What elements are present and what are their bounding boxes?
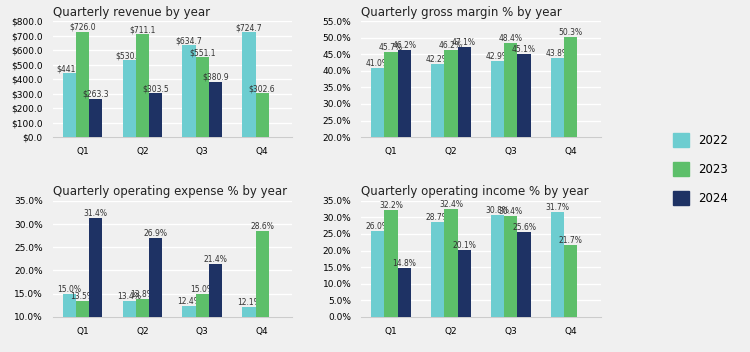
Bar [458, 47, 471, 203]
Text: 20.1%: 20.1% [452, 241, 476, 250]
Text: $263.3: $263.3 [82, 90, 109, 99]
Bar [149, 93, 162, 137]
Text: $302.6: $302.6 [249, 84, 275, 93]
Bar [76, 32, 89, 137]
Bar [458, 250, 471, 317]
Text: 42.9%: 42.9% [486, 52, 510, 61]
Text: 32.2%: 32.2% [379, 201, 403, 210]
Bar [444, 50, 458, 203]
Text: 26.0%: 26.0% [366, 222, 390, 231]
Text: 30.8%: 30.8% [486, 206, 510, 215]
Text: $530.2: $530.2 [116, 51, 142, 60]
Text: $303.5: $303.5 [142, 84, 169, 93]
Bar [242, 307, 256, 352]
Text: 13.5%: 13.5% [70, 291, 94, 301]
Bar [136, 34, 149, 137]
Text: 13.8%: 13.8% [130, 290, 154, 299]
Bar [504, 216, 518, 317]
Text: 42.2%: 42.2% [426, 55, 450, 63]
Bar [182, 306, 196, 352]
Text: 32.4%: 32.4% [439, 200, 463, 209]
Text: $551.1: $551.1 [189, 48, 215, 57]
Text: 48.4%: 48.4% [499, 34, 523, 43]
Legend: 2022, 2023, 2024: 2022, 2023, 2024 [669, 130, 732, 208]
Text: 13.4%: 13.4% [117, 292, 141, 301]
Text: 30.4%: 30.4% [499, 207, 523, 216]
Bar [551, 58, 564, 203]
Bar [63, 73, 76, 137]
Bar [89, 99, 102, 137]
Text: 41.0%: 41.0% [366, 58, 390, 68]
Bar [504, 43, 518, 203]
Text: $380.9: $380.9 [202, 73, 229, 82]
Bar [431, 63, 444, 203]
Bar [491, 61, 504, 203]
Text: 31.4%: 31.4% [84, 208, 108, 218]
Bar [242, 32, 256, 137]
Bar [431, 222, 444, 317]
Bar [89, 218, 102, 352]
Bar [196, 294, 208, 352]
Bar [385, 52, 398, 203]
Text: $634.7: $634.7 [176, 36, 202, 45]
Text: 28.6%: 28.6% [251, 221, 274, 231]
Text: 15.0%: 15.0% [190, 285, 214, 294]
Bar [398, 50, 411, 203]
Text: Quarterly revenue by year: Quarterly revenue by year [53, 6, 209, 19]
Bar [551, 212, 564, 317]
Text: 46.2%: 46.2% [439, 41, 463, 50]
Bar [209, 264, 222, 352]
Bar [444, 209, 458, 317]
Text: 25.6%: 25.6% [512, 223, 536, 232]
Bar [371, 68, 385, 203]
Text: 45.1%: 45.1% [512, 45, 536, 54]
Bar [209, 82, 222, 137]
Bar [63, 294, 76, 352]
Text: 46.2%: 46.2% [392, 41, 416, 50]
Bar [136, 299, 149, 352]
Text: 14.8%: 14.8% [392, 259, 416, 268]
Text: 43.8%: 43.8% [545, 49, 569, 58]
Bar [122, 301, 136, 352]
Text: $724.7: $724.7 [236, 23, 262, 32]
Text: 31.7%: 31.7% [545, 203, 569, 212]
Text: Quarterly operating income % by year: Quarterly operating income % by year [361, 185, 589, 198]
Bar [518, 232, 530, 317]
Bar [564, 245, 578, 317]
Text: $711.1: $711.1 [129, 25, 155, 34]
Bar [371, 231, 385, 317]
Bar [182, 45, 196, 137]
Text: 50.3%: 50.3% [559, 28, 583, 37]
Text: 47.1%: 47.1% [452, 38, 476, 47]
Bar [149, 238, 162, 352]
Bar [122, 60, 136, 137]
Text: 21.7%: 21.7% [559, 236, 583, 245]
Bar [256, 231, 268, 352]
Bar [564, 37, 578, 203]
Text: Quarterly gross margin % by year: Quarterly gross margin % by year [361, 6, 562, 19]
Text: 21.4%: 21.4% [203, 255, 227, 264]
Text: 28.7%: 28.7% [426, 213, 450, 222]
Text: 15.0%: 15.0% [57, 285, 81, 294]
Bar [76, 301, 89, 352]
Text: $441.3: $441.3 [56, 64, 82, 73]
Bar [196, 57, 208, 137]
Text: 26.9%: 26.9% [143, 230, 167, 238]
Text: 12.1%: 12.1% [237, 298, 261, 307]
Text: $726.0: $726.0 [69, 23, 96, 32]
Bar [491, 215, 504, 317]
Bar [518, 54, 530, 203]
Text: 12.4%: 12.4% [177, 297, 201, 306]
Text: 45.7%: 45.7% [379, 43, 403, 52]
Bar [385, 210, 398, 317]
Bar [256, 93, 268, 137]
Text: Quarterly operating expense % by year: Quarterly operating expense % by year [53, 185, 286, 198]
Bar [398, 268, 411, 317]
